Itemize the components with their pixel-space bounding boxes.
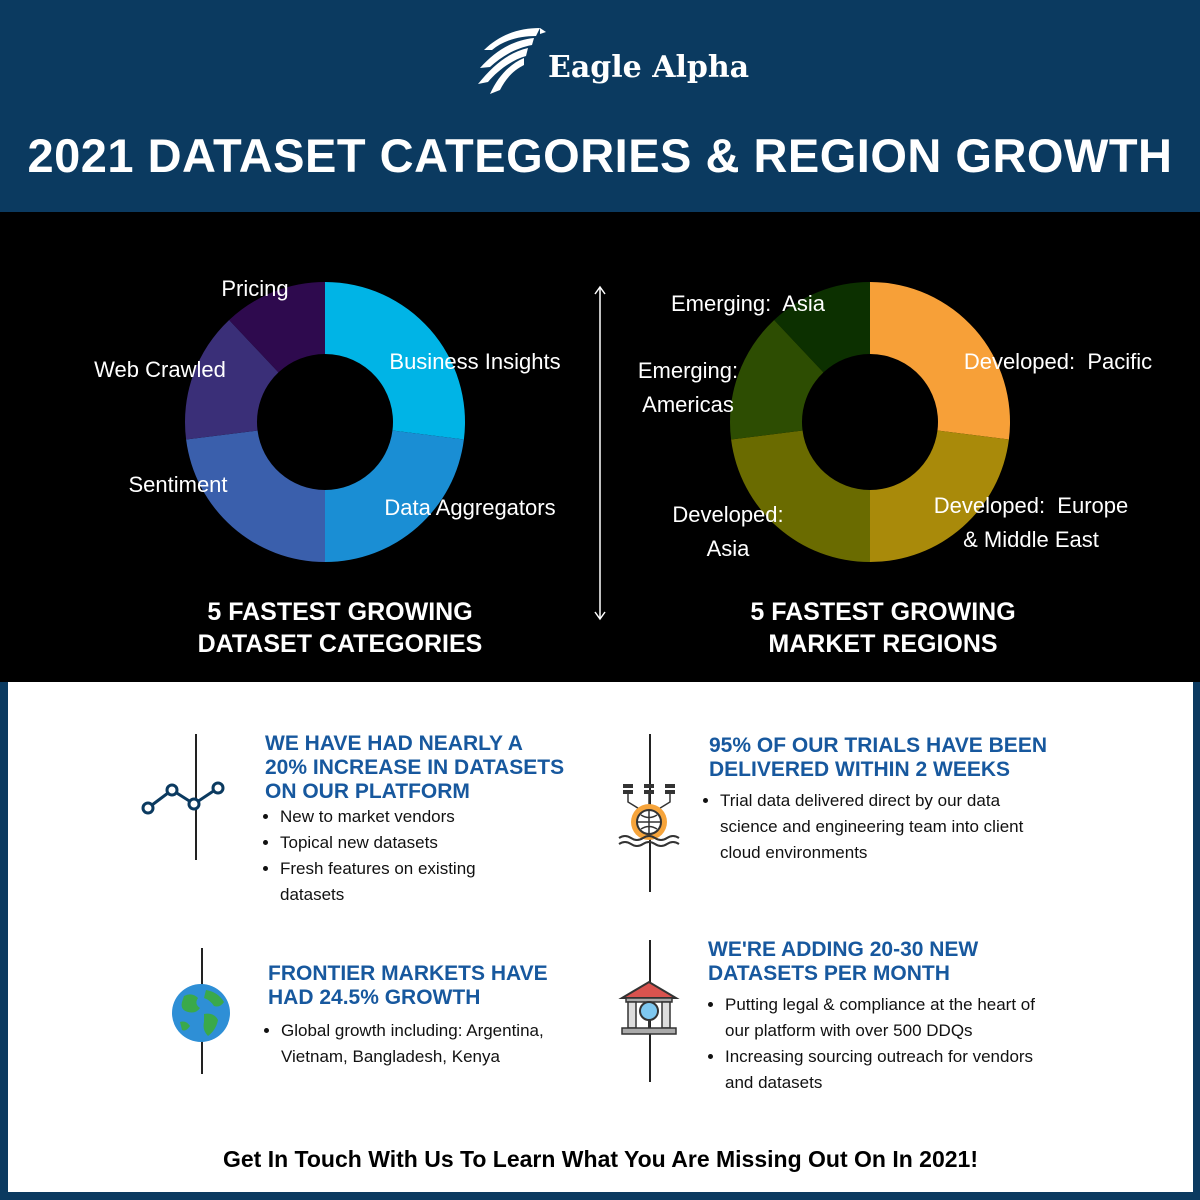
bullet-list: Trial data delivered direct by our data …: [698, 788, 1050, 866]
donut-slice-sentiment: [186, 430, 325, 562]
slice-label: Sentiment: [128, 472, 227, 497]
bullet-list: Global growth including: Argentina, Viet…: [259, 1018, 581, 1070]
divider-line: [195, 734, 197, 860]
eagle-logo-icon: [478, 28, 546, 94]
info-panel: WE HAVE HAD NEARLY A 20% INCREASE IN DAT…: [8, 682, 1193, 1192]
charts-panel: Business Insights Data Aggregators Sentime…: [0, 212, 1200, 682]
list-item: Topical new datasets: [280, 830, 540, 856]
section-title-frontier-markets: FRONTIER MARKETS HAVE HAD 24.5% GROWTH: [268, 962, 548, 1010]
regions-caption: 5 FASTEST GROWING MARKET REGIONS: [683, 596, 1083, 660]
building-search-icon: [618, 980, 680, 1035]
section-title-new-datasets: WE'RE ADDING 20-30 NEW DATASETS PER MONT…: [708, 938, 978, 986]
slice-label: Web Crawled: [94, 357, 226, 382]
list-item: Putting legal & compliance at the heart …: [725, 992, 1055, 1044]
globe-data-icon: [618, 784, 680, 847]
slice-label: Developed: Europe & Middle East: [934, 493, 1128, 552]
list-item: Increasing sourcing outreach for vendors…: [725, 1044, 1055, 1096]
header: Eagle Alpha 2021 DATASET CATEGORIES & RE…: [0, 0, 1200, 212]
title-line: FRONTIER MARKETS HAVE: [268, 962, 548, 985]
section-title-datasets-increase: WE HAVE HAD NEARLY A 20% INCREASE IN DAT…: [265, 732, 564, 804]
slice-label: Business Insights: [389, 349, 560, 374]
categories-caption-line-2: DATASET CATEGORIES: [197, 630, 483, 658]
list-item: New to market vendors: [280, 804, 540, 830]
section-title-trials-delivered: 95% OF OUR TRIALS HAVE BEEN DELIVERED WI…: [709, 734, 1047, 782]
slice-label: Pricing: [221, 276, 288, 301]
double-arrow-icon: [594, 285, 606, 621]
title-line: WE HAVE HAD NEARLY A: [265, 732, 523, 755]
categories-caption: 5 FASTEST GROWING DATASET CATEGORIES: [140, 596, 540, 660]
brand-logo[interactable]: Eagle Alpha: [470, 20, 750, 100]
slice-label: Data Aggregators: [384, 495, 555, 520]
slice-label: Developed: Pacific: [964, 349, 1152, 374]
donut-slice-developed-europe-middle-east: [870, 430, 1009, 562]
donut-slice-developed-asia: [731, 430, 870, 562]
list-item: Trial data delivered direct by our data …: [720, 788, 1050, 866]
brand-name: Eagle Alpha: [548, 50, 750, 85]
donut-slice-emerging-americas: [729, 319, 824, 440]
bullet-list: Putting legal & compliance at the heart …: [703, 992, 1055, 1096]
title-line: 95% OF OUR TRIALS HAVE BEEN: [709, 734, 1047, 757]
regions-caption-line-1: 5 FASTEST GROWING: [750, 598, 1016, 626]
donut-slice-pricing: [229, 282, 325, 373]
bullet-list: New to market vendors Topical new datase…: [258, 804, 540, 908]
donut-slice-data-aggregators: [325, 430, 464, 562]
list-item: Fresh features on existing datasets: [280, 856, 540, 908]
categories-donut: Business Insights Data Aggregators Sentime…: [94, 276, 561, 562]
donut-slice-business-insights: [325, 282, 466, 440]
title-line: DATASETS PER MONTH: [708, 962, 950, 985]
donut-charts: Business Insights Data Aggregators Sentime…: [94, 276, 1152, 621]
earth-globe-icon: [172, 984, 230, 1042]
title-line: WE'RE ADDING 20-30 NEW: [708, 938, 979, 961]
footer-cta: Get In Touch With Us To Learn What You A…: [222, 1146, 978, 1172]
regions-caption-line-2: MARKET REGIONS: [768, 630, 998, 658]
donut-slice-emerging-asia: [774, 282, 870, 373]
donut-slice-developed-pacific: [870, 282, 1011, 440]
categories-caption-line-1: 5 FASTEST GROWING: [207, 598, 473, 626]
list-item: Global growth including: Argentina, Viet…: [281, 1018, 581, 1070]
title-line: ON OUR PLATFORM: [265, 780, 470, 803]
donut-slice-web-crawled: [185, 319, 279, 440]
title-line: HAD 24.5% GROWTH: [268, 986, 481, 1009]
regions-donut: Developed: Pacific Developed: Europe & Mid…: [638, 282, 1152, 562]
slice-label: Emerging: Americas: [638, 358, 738, 417]
title-line: DELIVERED WITHIN 2 WEEKS: [709, 758, 1011, 781]
page-title: 2021 DATASET CATEGORIES & REGION GROWTH: [27, 129, 1173, 182]
title-line: 20% INCREASE IN DATASETS: [265, 756, 565, 779]
slice-label: Developed: Asia: [672, 502, 783, 561]
slice-label: Emerging: Asia: [671, 291, 826, 316]
line-chart-icon: [141, 781, 225, 815]
